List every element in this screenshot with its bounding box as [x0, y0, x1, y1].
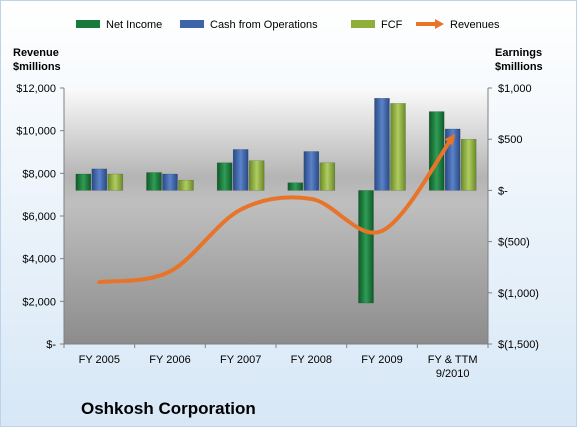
right-tick-label: $(1,500) — [498, 339, 539, 351]
bar-net-income — [146, 172, 162, 191]
right-tick-label: $1,000 — [498, 83, 532, 95]
bar-fcf — [107, 173, 124, 191]
left-axis-title: Revenue — [13, 47, 59, 59]
bar-net-income — [216, 162, 233, 191]
left-tick-label: $8,000 — [22, 168, 56, 180]
bar-fcf — [390, 103, 406, 191]
legend-arrow-revenues — [435, 19, 444, 29]
x-tick-label: 9/2010 — [436, 368, 470, 380]
right-tick-label: $500 — [498, 134, 522, 146]
bar-cash-from-operations — [162, 173, 178, 191]
left-tick-label: $12,000 — [16, 83, 56, 95]
revenue-line-arrowhead — [444, 133, 456, 146]
bar-net-income — [75, 173, 92, 191]
x-tick-label: FY 2007 — [220, 354, 261, 366]
legend-label: FCF — [381, 19, 403, 31]
right-axis-title: Earnings — [495, 47, 542, 59]
left-tick-label: $2,000 — [22, 296, 56, 308]
bar-cash-from-operations — [374, 97, 390, 191]
bar-cash-from-operations — [91, 168, 108, 191]
legend-label: Net Income — [106, 19, 162, 31]
axes: $- $2,000 $4,000 $6,000 $8,000 $10,000 $12,000… — [16, 83, 539, 380]
x-tick-label: FY 2005 — [79, 354, 120, 366]
right-tick-label: $- — [498, 185, 508, 197]
left-tick-label: $10,000 — [16, 126, 56, 138]
revenue-line-layer — [97, 133, 456, 285]
bar-net-income — [287, 182, 304, 191]
bar-cash-from-operations — [303, 151, 320, 191]
legend-label: Cash from Operations — [210, 19, 318, 31]
bar-fcf — [460, 138, 477, 191]
right-tick-label: $(500) — [498, 237, 530, 249]
revenue-line — [97, 135, 455, 285]
bar-fcf — [248, 160, 265, 191]
bar-fcf — [319, 162, 336, 191]
right-axis-title: $millions — [495, 61, 543, 73]
x-tick-label: FY & TTM — [428, 354, 478, 366]
x-tick-label: FY 2009 — [361, 354, 402, 366]
bars — [75, 97, 477, 304]
x-tick-label: FY 2006 — [149, 354, 190, 366]
bar-net-income — [358, 190, 374, 304]
x-tick-label: FY 2008 — [291, 354, 332, 366]
bar-fcf — [178, 179, 194, 191]
left-tick-label: $6,000 — [22, 211, 56, 223]
plot-area — [64, 88, 488, 344]
legend: Net Income Cash from Operations FCF Revenue… — [76, 19, 500, 31]
legend-swatch-cash-from-operations — [180, 20, 204, 28]
left-axis-title: $millions — [13, 61, 61, 73]
axis-titles: Revenue $millions Earnings $millions — [13, 47, 543, 73]
left-tick-label: $- — [46, 339, 56, 351]
chart-title: Oshkosh Corporation — [81, 399, 256, 418]
left-tick-label: $4,000 — [22, 254, 56, 266]
right-tick-label: $(1,000) — [498, 288, 539, 300]
legend-swatch-fcf — [351, 20, 375, 28]
legend-swatch-net-income — [76, 20, 100, 28]
bar-cash-from-operations — [232, 149, 249, 191]
legend-label: Revenues — [450, 19, 500, 31]
